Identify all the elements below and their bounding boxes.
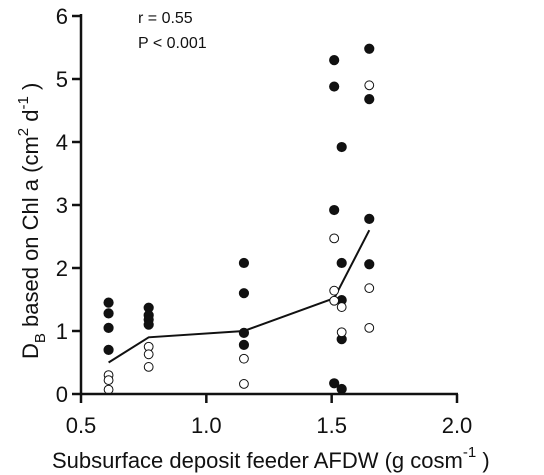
x-tick-label: 0.5 <box>66 413 97 438</box>
y-tick-label: 2 <box>56 256 68 281</box>
y-axis-title-sup1: 2 <box>15 128 32 136</box>
filled-data-point <box>336 383 347 395</box>
y-tick-label: 4 <box>56 130 68 155</box>
open-data-point <box>329 285 340 296</box>
x-axis-title-close: ) <box>476 448 489 473</box>
filled-data-point <box>329 55 340 66</box>
filled-data-point <box>103 297 114 308</box>
y-axis-title-mid: based on Chl a (cm <box>18 136 43 333</box>
y-axis-title-main: D <box>18 343 43 359</box>
filled-data-point <box>238 339 250 350</box>
open-data-point <box>239 353 249 364</box>
y-tick-label: 6 <box>56 4 68 29</box>
filled-data-point <box>329 204 340 216</box>
annotation-p: P < 0.001 <box>138 35 207 52</box>
filled-data-point <box>336 257 347 269</box>
y-tick-label: 3 <box>56 193 68 218</box>
filled-data-point <box>103 322 114 333</box>
open-data-point <box>103 384 114 395</box>
open-data-point <box>336 302 347 312</box>
y-axis-title-sub: B <box>32 333 49 343</box>
filled-data-point <box>238 288 250 299</box>
filled-data-point <box>364 259 375 270</box>
filled-data-point <box>103 344 114 355</box>
open-data-point <box>329 233 340 244</box>
x-tick-label: 2.0 <box>442 413 473 438</box>
y-tick-label: 1 <box>56 319 68 344</box>
annotation-r: r = 0.55 <box>138 10 193 27</box>
filled-data-point <box>364 43 375 54</box>
x-tick-label: 1.5 <box>316 413 347 438</box>
y-axis-title-close: ) <box>18 83 43 96</box>
x-axis-title: Subsurface deposit feeder AFDW (g cosm-1… <box>52 444 490 473</box>
filled-data-point <box>329 81 340 92</box>
filled-data-point <box>364 213 375 224</box>
open-data-point <box>103 375 114 386</box>
filled-data-point <box>364 94 375 105</box>
x-axis-title-sup: -1 <box>463 444 476 461</box>
y-axis-title-sup2: -1 <box>15 96 32 109</box>
filled-data-point <box>103 308 114 319</box>
filled-data-point <box>336 141 347 153</box>
x-tick-label: 1.0 <box>191 413 222 438</box>
y-tick-label: 0 <box>56 382 68 407</box>
y-tick-label: 5 <box>56 67 68 92</box>
filled-data-point <box>238 327 250 338</box>
open-data-point <box>329 295 340 306</box>
open-data-point <box>364 80 375 91</box>
filled-data-point <box>143 319 154 330</box>
y-axis-title-mid2: d <box>18 110 43 128</box>
open-data-point <box>143 362 154 372</box>
open-data-point <box>143 349 154 360</box>
open-data-point <box>364 322 375 333</box>
axes <box>72 14 459 403</box>
plot-marks <box>103 43 375 395</box>
open-data-point <box>336 327 347 338</box>
y-axis-title: DB based on Chl a (cm2 d-1 ) <box>15 83 49 359</box>
x-axis-title-main: Subsurface deposit feeder AFDW (g cosm <box>52 448 463 473</box>
open-data-point <box>364 283 375 294</box>
open-data-point <box>239 379 249 389</box>
filled-data-point <box>238 257 250 269</box>
tick-labels: 0 1 2 3 4 5 6 0.5 1.0 1.5 2.0 <box>56 4 473 438</box>
filled-data-point <box>329 378 340 389</box>
